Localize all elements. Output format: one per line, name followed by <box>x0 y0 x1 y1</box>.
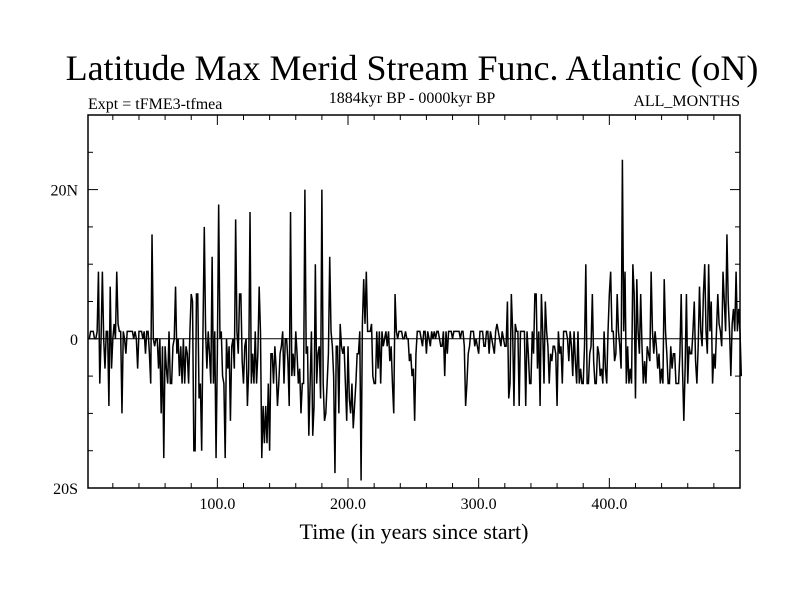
x-tick-label: 100.0 <box>199 496 235 513</box>
axis-ticks <box>88 115 740 488</box>
y-tick-label: 20S <box>53 481 78 498</box>
x-tick-label: 400.0 <box>591 496 627 513</box>
series-line <box>88 159 743 481</box>
y-tick-label: 20N <box>50 183 78 200</box>
x-tick-label: 200.0 <box>330 496 366 513</box>
subtitle-center: 1884kyr BP - 0000kyr BP <box>329 90 496 107</box>
x-tick-label: 300.0 <box>461 496 497 513</box>
plot-frame <box>87 114 741 489</box>
tick-labels: 100.0 200.0 300.0 400.0 20N 0 20S <box>50 183 627 513</box>
subtitle-right: ALL_MONTHS <box>633 93 740 110</box>
chart-title: Latitude Max Merid Stream Func. Atlantic… <box>66 48 759 88</box>
y-tick-label: 0 <box>70 332 78 349</box>
x-axis-label: Time (in years since start) <box>300 519 529 544</box>
subtitle-left: Expt = tFME3-tfmea <box>88 96 222 113</box>
